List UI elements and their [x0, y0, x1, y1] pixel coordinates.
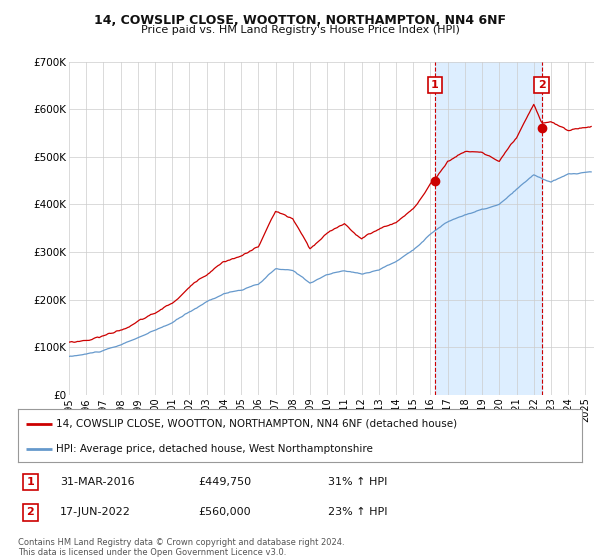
Text: 1: 1 [431, 80, 439, 90]
Text: 1: 1 [26, 477, 34, 487]
Text: 14, COWSLIP CLOSE, WOOTTON, NORTHAMPTON, NN4 6NF: 14, COWSLIP CLOSE, WOOTTON, NORTHAMPTON,… [94, 14, 506, 27]
Text: Price paid vs. HM Land Registry's House Price Index (HPI): Price paid vs. HM Land Registry's House … [140, 25, 460, 35]
Text: Contains HM Land Registry data © Crown copyright and database right 2024.: Contains HM Land Registry data © Crown c… [18, 538, 344, 547]
Text: 31% ↑ HPI: 31% ↑ HPI [328, 477, 388, 487]
Text: 17-JUN-2022: 17-JUN-2022 [60, 507, 131, 517]
Text: £449,750: £449,750 [199, 477, 251, 487]
Text: This data is licensed under the Open Government Licence v3.0.: This data is licensed under the Open Gov… [18, 548, 286, 557]
Text: HPI: Average price, detached house, West Northamptonshire: HPI: Average price, detached house, West… [56, 444, 373, 454]
Text: £560,000: £560,000 [199, 507, 251, 517]
Text: 31-MAR-2016: 31-MAR-2016 [60, 477, 135, 487]
Text: 2: 2 [538, 80, 545, 90]
Bar [435, 62, 542, 395]
Text: 14, COWSLIP CLOSE, WOOTTON, NORTHAMPTON, NN4 6NF (detached house): 14, COWSLIP CLOSE, WOOTTON, NORTHAMPTON,… [56, 419, 457, 429]
Text: 2: 2 [26, 507, 34, 517]
Text: 23% ↑ HPI: 23% ↑ HPI [328, 507, 388, 517]
